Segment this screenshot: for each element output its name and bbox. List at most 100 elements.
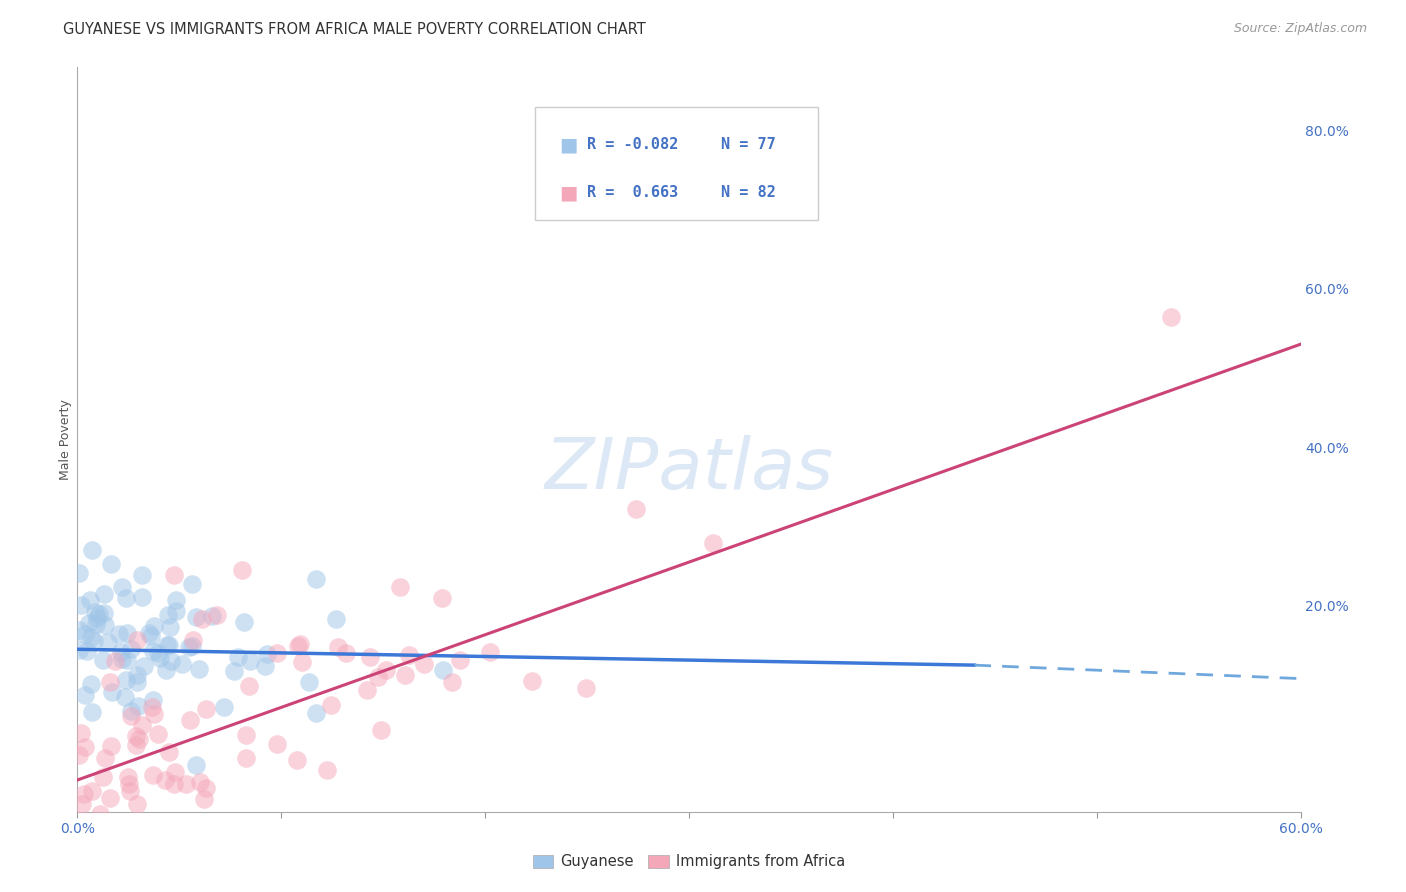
Point — [304, 706, 326, 720]
Point — [117, 626, 139, 640]
Point — [163, 777, 186, 791]
Point — [143, 707, 166, 722]
Point — [127, 668, 149, 682]
Text: GUYANESE VS IMMIGRANTS FROM AFRICA MALE POVERTY CORRELATION CHART: GUYANESE VS IMMIGRANTS FROM AFRICA MALE … — [63, 22, 645, 37]
Point — [104, 654, 127, 668]
Point — [149, 651, 172, 665]
Point — [298, 675, 321, 690]
Point — [702, 536, 724, 550]
Text: ZIPatlas: ZIPatlas — [544, 434, 834, 504]
Point — [624, 502, 647, 516]
Point — [367, 670, 389, 684]
Point — [82, 543, 104, 558]
Text: R =  0.663: R = 0.663 — [588, 186, 679, 201]
Point — [195, 780, 218, 795]
Point — [67, 814, 90, 829]
Point — [329, 840, 352, 855]
Point — [440, 674, 463, 689]
Point — [159, 654, 181, 668]
Point — [432, 664, 454, 678]
Point — [80, 677, 103, 691]
Point — [305, 573, 328, 587]
Point — [80, 706, 103, 720]
Point — [76, 644, 98, 658]
Point — [256, 647, 278, 661]
Point — [335, 646, 357, 660]
Point — [174, 828, 197, 842]
Point — [112, 823, 135, 838]
Point — [179, 713, 201, 727]
Point — [266, 737, 288, 751]
Point — [235, 728, 257, 742]
Point — [520, 673, 543, 688]
Point — [98, 674, 121, 689]
Point — [184, 610, 207, 624]
Point — [125, 729, 148, 743]
Point — [93, 587, 115, 601]
Point — [115, 591, 138, 606]
Point — [233, 615, 256, 630]
Point — [191, 611, 214, 625]
Point — [83, 634, 105, 648]
Point — [120, 642, 142, 657]
Point — [177, 640, 200, 655]
Point — [115, 653, 138, 667]
Point — [100, 557, 122, 571]
Point — [114, 673, 136, 688]
Point — [181, 639, 204, 653]
Text: Source: ZipAtlas.com: Source: ZipAtlas.com — [1233, 22, 1367, 36]
Point — [142, 644, 165, 658]
Point — [142, 619, 165, 633]
Point — [157, 745, 180, 759]
Point — [188, 775, 211, 789]
Point — [170, 657, 193, 671]
Point — [239, 654, 262, 668]
Point — [287, 639, 309, 653]
Point — [117, 852, 139, 866]
Point — [101, 685, 124, 699]
Point — [84, 616, 107, 631]
Point — [139, 629, 162, 643]
Point — [86, 611, 108, 625]
Point — [131, 591, 153, 605]
Point — [222, 664, 245, 678]
Point — [67, 624, 90, 638]
Point — [110, 645, 132, 659]
Point — [165, 593, 187, 607]
Point — [370, 723, 392, 738]
Point — [325, 612, 347, 626]
Point — [118, 777, 141, 791]
Point — [127, 675, 149, 690]
Point — [128, 731, 150, 746]
Point — [359, 650, 381, 665]
Point — [412, 657, 434, 672]
Point — [97, 634, 120, 648]
Point — [120, 709, 142, 723]
Point — [356, 683, 378, 698]
Text: N = 82: N = 82 — [721, 186, 776, 201]
Point — [153, 772, 176, 787]
Point — [70, 598, 93, 612]
Point — [1160, 310, 1182, 324]
Point — [326, 640, 349, 655]
Point — [575, 681, 598, 695]
Legend: Guyanese, Immigrants from Africa: Guyanese, Immigrants from Africa — [527, 848, 851, 875]
Point — [94, 751, 117, 765]
Point — [291, 656, 314, 670]
Point — [174, 777, 197, 791]
Point — [226, 650, 249, 665]
Point — [114, 690, 136, 704]
Point — [89, 806, 111, 821]
Text: N = 77: N = 77 — [721, 137, 776, 153]
Point — [131, 718, 153, 732]
Point — [238, 679, 260, 693]
Point — [315, 763, 337, 777]
Point — [93, 770, 115, 784]
Point — [188, 662, 211, 676]
Point — [134, 659, 156, 673]
Point — [80, 784, 103, 798]
Point — [111, 580, 134, 594]
Point — [127, 633, 149, 648]
Point — [165, 604, 187, 618]
Point — [131, 568, 153, 582]
